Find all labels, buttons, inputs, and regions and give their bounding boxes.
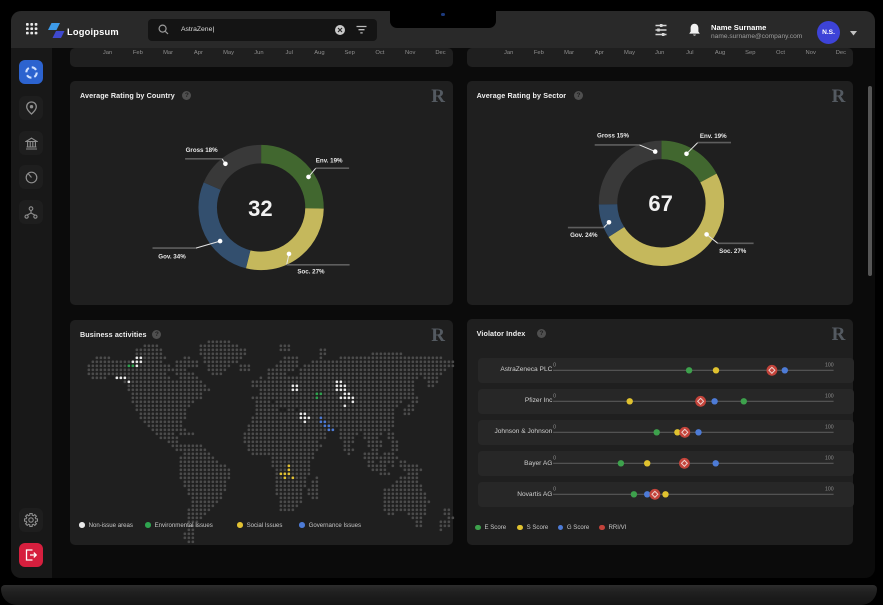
svg-text:0: 0 (553, 456, 556, 462)
svg-text:100: 100 (825, 363, 834, 369)
svg-text:Soc. 27%: Soc. 27% (719, 248, 747, 255)
svg-text:Gross 15%: Gross 15% (597, 133, 629, 140)
svg-text:0: 0 (553, 394, 556, 400)
svg-text:Gov. 24%: Gov. 24% (570, 232, 598, 239)
svg-text:Env. 19%: Env. 19% (700, 133, 727, 140)
svg-text:Gross 18%: Gross 18% (186, 147, 218, 154)
svg-text:Gov. 34%: Gov. 34% (159, 254, 187, 261)
svg-text:Soc. 27%: Soc. 27% (298, 269, 326, 276)
svg-text:0: 0 (553, 425, 556, 431)
svg-text:100: 100 (825, 425, 834, 431)
svg-text:0: 0 (553, 487, 556, 493)
svg-text:100: 100 (825, 456, 834, 462)
svg-text:100: 100 (825, 394, 834, 400)
svg-text:0: 0 (553, 363, 556, 369)
svg-text:100: 100 (825, 487, 834, 493)
svg-text:Env. 19%: Env. 19% (316, 157, 343, 164)
